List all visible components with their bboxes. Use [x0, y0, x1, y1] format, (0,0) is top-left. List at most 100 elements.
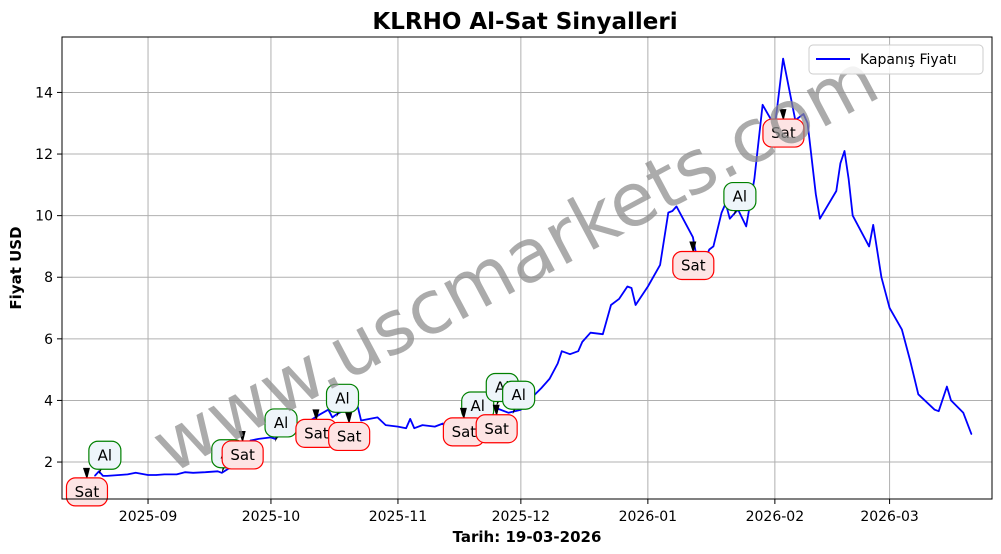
sell-signal: Sat [762, 109, 805, 148]
y-tick-label: 14 [35, 85, 53, 101]
y-tick-label: 2 [44, 455, 53, 471]
price-point [413, 427, 415, 429]
x-tick-label: 2026-01 [619, 509, 678, 525]
sell-signal: Sat [328, 412, 371, 452]
price-point [581, 341, 583, 343]
price-point [98, 470, 100, 472]
price-point [548, 378, 551, 380]
x-tick-label: 2025-09 [119, 509, 178, 525]
price-point [946, 386, 948, 388]
price-point [667, 212, 669, 214]
price-point [675, 205, 678, 207]
signal-label: Sat [304, 424, 329, 442]
signal-label: Al [274, 414, 288, 432]
plot-frame [61, 36, 993, 500]
signal-pointer [492, 404, 500, 417]
x-tick-label: 2026-02 [746, 509, 805, 525]
price-point [602, 333, 604, 335]
sell-signal: Sat [442, 407, 485, 447]
price-point [635, 304, 637, 306]
price-point [184, 471, 186, 473]
buy-signal: Al [723, 181, 757, 216]
price-point [618, 298, 620, 300]
signal-label: Al [733, 188, 747, 206]
price-point [819, 218, 821, 220]
price-point [962, 412, 964, 414]
price-point [802, 113, 805, 115]
price-point [610, 304, 612, 306]
price-point [508, 412, 510, 414]
signal-box [502, 380, 536, 410]
signal-label: Al [470, 397, 484, 415]
signal-box [723, 181, 757, 212]
price-point [274, 438, 276, 440]
legend: Kapanış Fiyatı [808, 44, 984, 75]
signal-box [325, 383, 360, 413]
price-point [868, 245, 870, 247]
y-tick-label: 4 [44, 393, 53, 409]
x-tick-label: 2025-12 [492, 509, 551, 525]
signal-label: Sat [75, 483, 100, 501]
price-point [626, 285, 629, 288]
price-point [712, 245, 715, 247]
price-point [889, 307, 891, 309]
sell-signal: Sat [221, 430, 264, 470]
price-point [434, 426, 436, 428]
price-point [692, 236, 694, 238]
price-point [848, 178, 850, 180]
signal-box [328, 421, 371, 452]
sell-signal: Sat [475, 404, 518, 444]
signal-box [672, 250, 715, 281]
sell-signal: Sat [295, 409, 338, 448]
price-point [540, 387, 542, 389]
price-point [397, 426, 399, 428]
price-point [577, 350, 579, 352]
price-point [708, 248, 710, 251]
signal-pointer [459, 407, 467, 420]
signal-label: Sat [681, 257, 706, 275]
x-tick-label: 2026-03 [860, 509, 919, 525]
signal-label: Sat [452, 423, 477, 441]
price-point [839, 162, 842, 164]
signal-box [88, 440, 122, 470]
buy-signal: Al [88, 440, 122, 475]
price-point [176, 473, 178, 475]
price-point [762, 104, 764, 106]
signal-box [475, 414, 518, 444]
price-point [934, 409, 936, 411]
signal-box [221, 440, 264, 470]
price-point [917, 393, 919, 395]
price-point [561, 350, 563, 352]
sell-signal: Sat [672, 241, 715, 281]
signal-label: Al [511, 386, 525, 404]
y-tick-label: 10 [35, 209, 53, 225]
y-tick-label: 6 [44, 332, 53, 348]
price-point [135, 472, 137, 474]
price-point [221, 472, 223, 474]
price-point [217, 470, 219, 472]
price-point [376, 416, 379, 418]
price-point [155, 474, 157, 476]
price-point [671, 210, 674, 212]
price-point [421, 424, 424, 426]
price-point [127, 473, 129, 475]
price-point [807, 122, 809, 124]
price-point [102, 475, 104, 477]
price-point [880, 276, 883, 278]
price-point [569, 353, 571, 355]
chart-title: KLRHO Al-Sat Sinyalleri [372, 9, 677, 35]
price-point [409, 418, 411, 420]
price-point [872, 224, 874, 226]
price-point [385, 424, 387, 426]
signal-label: Sat [771, 124, 796, 142]
buy-signal: Al [325, 383, 360, 418]
y-tick-label: 8 [44, 270, 53, 286]
price-point [745, 225, 747, 227]
price-point [782, 58, 784, 60]
signal-pointer [238, 430, 246, 443]
price-point [815, 193, 817, 195]
price-point [721, 212, 723, 214]
price-point [106, 475, 108, 477]
price-point [335, 413, 338, 415]
x-tick-label: 2025-10 [242, 509, 301, 525]
